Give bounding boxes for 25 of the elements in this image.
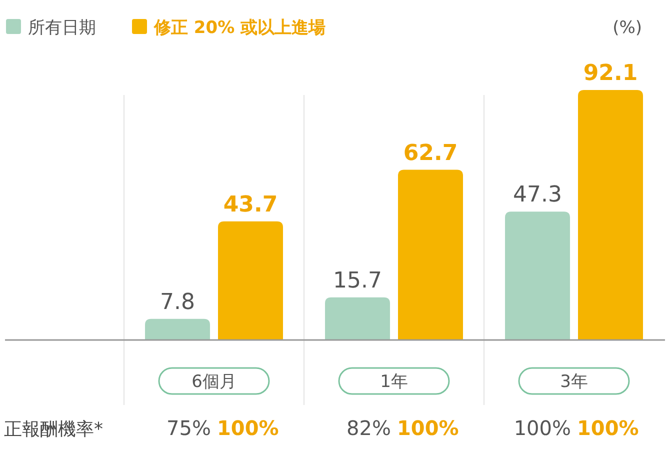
bar — [145, 318, 210, 340]
data-label: 47.3 — [513, 182, 562, 208]
y-axis-title: (%) — [612, 18, 642, 38]
bar — [398, 170, 463, 340]
bar — [505, 212, 570, 340]
data-label: 43.7 — [223, 192, 278, 218]
x-tick-label: 6個月 — [192, 372, 236, 392]
data-label: 62.7 — [403, 140, 458, 166]
x-tick-label: 1年 — [380, 372, 408, 392]
text: 100% — [514, 416, 571, 440]
x-tick-label: 3年 — [560, 372, 588, 392]
text: 82% — [346, 416, 391, 440]
data-label: 15.7 — [333, 268, 382, 294]
text: 100% — [397, 416, 459, 440]
legend-label: 所有日期 — [28, 18, 96, 38]
text: 正報酬機率* — [4, 419, 103, 440]
text: 75% — [166, 416, 211, 440]
text: 100% — [217, 416, 279, 440]
bar — [578, 90, 643, 340]
text: 100% — [577, 416, 639, 440]
bar — [218, 221, 283, 340]
data-label: 7.8 — [160, 290, 195, 315]
legend-label: 修正 20% 或以上進場 — [153, 18, 326, 38]
bar — [325, 297, 390, 340]
data-label: 92.1 — [583, 61, 638, 86]
